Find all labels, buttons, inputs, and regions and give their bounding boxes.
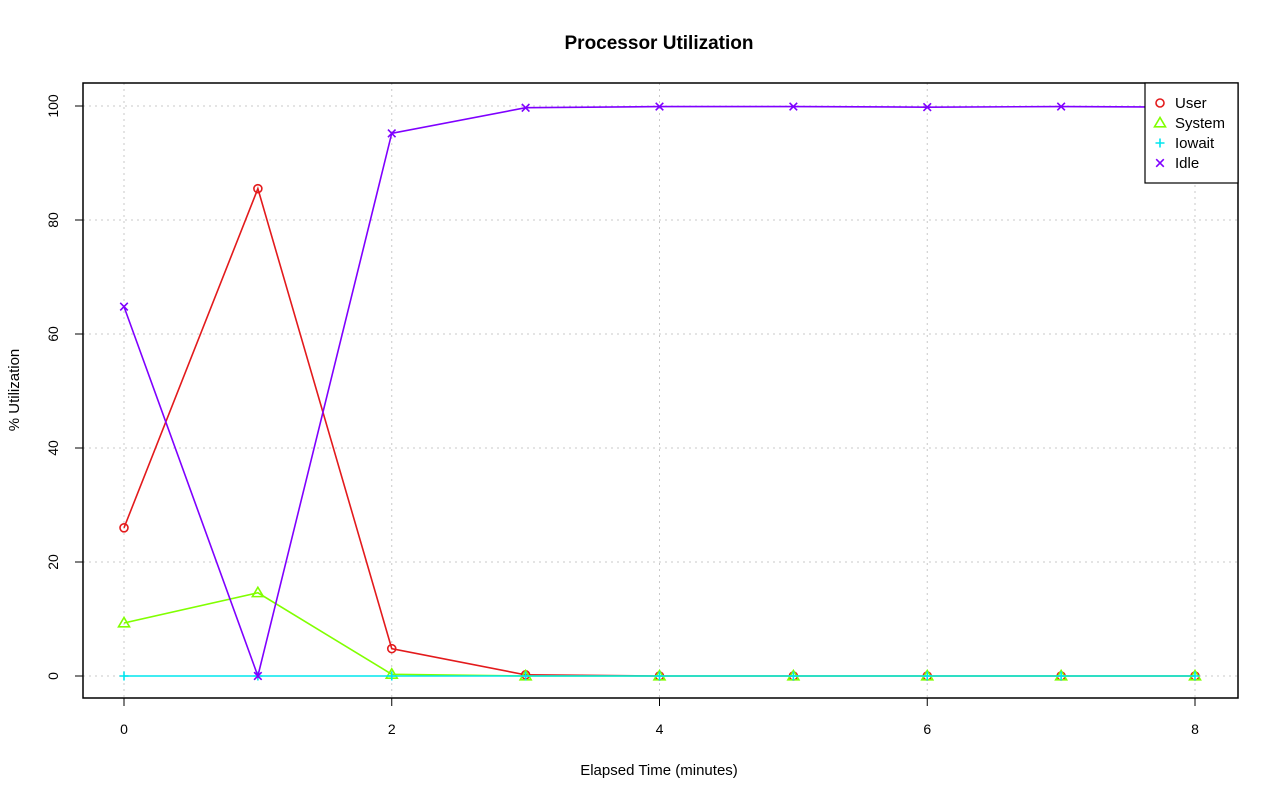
x-axis-label: Elapsed Time (minutes)	[580, 762, 738, 779]
y-tick-label: 0	[45, 672, 61, 680]
x-tick-label: 2	[388, 721, 396, 737]
data-point-user	[386, 643, 397, 654]
data-point-idle	[789, 102, 798, 111]
data-point-iowait	[119, 671, 129, 681]
y-tick-label: 60	[45, 326, 61, 342]
data-point-idle	[655, 102, 664, 111]
x-tick-label: 6	[923, 721, 931, 737]
data-point-iowait	[788, 671, 798, 681]
y-tick-label: 100	[45, 94, 61, 118]
legend-symbol-idle	[1155, 158, 1165, 168]
legend-symbol-system	[1153, 115, 1167, 128]
x-tick-label: 8	[1191, 721, 1199, 737]
data-point-user	[253, 183, 263, 194]
x-tick-label: 4	[656, 721, 664, 737]
legend: User System Iowait Idle	[1144, 82, 1239, 184]
legend-label-system: System	[1175, 115, 1225, 132]
data-point-system	[250, 585, 265, 598]
y-tick-label: 80	[45, 212, 61, 228]
x-tick-label: 0	[120, 721, 128, 737]
data-point-iowait	[1056, 671, 1066, 681]
data-point-iowait	[387, 671, 397, 681]
y-tick-label: 40	[45, 440, 61, 456]
data-point-iowait	[1190, 671, 1200, 681]
legend-label-user: User	[1175, 95, 1207, 112]
legend-symbol-iowait	[1155, 138, 1165, 148]
legend-symbol-user	[1155, 98, 1165, 108]
legend-label-iowait: Iowait	[1175, 135, 1215, 152]
y-tick-label: 20	[45, 554, 61, 570]
data-point-idle	[253, 671, 263, 681]
series-iowait	[119, 671, 1200, 681]
data-point-iowait	[655, 671, 664, 681]
grid	[83, 83, 1238, 698]
y-axis-label: % Utilization	[6, 349, 23, 432]
data-point-idle	[387, 128, 397, 138]
data-point-idle	[1056, 102, 1066, 111]
data-point-iowait	[922, 671, 932, 681]
data-point-idle	[119, 302, 129, 312]
data-point-system	[117, 615, 131, 628]
data-point-idle	[922, 102, 932, 112]
data-point-iowait	[521, 671, 531, 681]
legend-label-idle: Idle	[1175, 155, 1199, 172]
chart-title: Processor Utilization	[565, 33, 754, 54]
series-lines	[117, 102, 1202, 681]
data-point-user	[119, 522, 129, 533]
plot-frame	[82, 82, 1239, 699]
data-point-idle	[521, 103, 530, 113]
